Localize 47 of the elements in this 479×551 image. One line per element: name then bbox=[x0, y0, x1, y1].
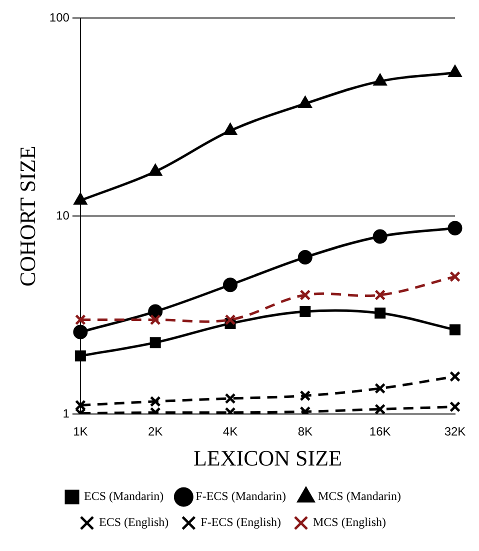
y-tick-label: 10 bbox=[56, 208, 70, 223]
point bbox=[372, 229, 388, 244]
legend-label: MCS (Mandarin) bbox=[318, 489, 401, 504]
point bbox=[150, 337, 161, 348]
point bbox=[300, 290, 311, 300]
point bbox=[450, 401, 460, 412]
point bbox=[374, 290, 386, 300]
point bbox=[298, 250, 312, 265]
point bbox=[74, 350, 86, 362]
point bbox=[374, 74, 387, 86]
point bbox=[74, 193, 87, 205]
x-axis-title: LEXICON SIZE bbox=[193, 446, 342, 471]
point bbox=[74, 314, 86, 326]
point bbox=[450, 371, 460, 382]
point bbox=[224, 124, 237, 136]
point bbox=[298, 96, 312, 108]
point bbox=[448, 220, 462, 236]
y-axis-title: COHORT SIZE bbox=[14, 146, 40, 287]
x-tick-label: 2K bbox=[148, 424, 163, 439]
point bbox=[450, 271, 460, 282]
y-tick-label: 1 bbox=[62, 406, 70, 421]
legend-label: MCS (English) bbox=[313, 515, 386, 530]
point bbox=[223, 278, 238, 292]
point bbox=[148, 164, 162, 176]
x-tick-label: 4K bbox=[222, 424, 238, 439]
x-tick-label: 16K bbox=[369, 424, 391, 439]
legend-label: F-ECS (Mandarin) bbox=[196, 489, 286, 504]
y-tick-label: 100 bbox=[49, 10, 70, 25]
point bbox=[74, 400, 86, 411]
point bbox=[374, 308, 386, 319]
x-tick-label: 1K bbox=[73, 424, 88, 439]
point bbox=[448, 66, 462, 78]
x-tick-label: 8K bbox=[298, 424, 313, 439]
point bbox=[150, 314, 161, 326]
x-tick-label: 32K bbox=[444, 424, 466, 439]
legend-label: ECS (Mandarin) bbox=[84, 489, 164, 504]
point bbox=[73, 324, 88, 340]
point bbox=[450, 324, 460, 336]
point bbox=[224, 314, 236, 326]
legend-label: F-ECS (English) bbox=[200, 515, 282, 530]
point bbox=[300, 306, 311, 318]
point bbox=[374, 404, 386, 414]
point bbox=[374, 382, 386, 394]
legend-label: ECS (English) bbox=[98, 515, 169, 530]
point bbox=[300, 390, 311, 402]
point bbox=[224, 393, 236, 404]
point bbox=[148, 304, 163, 319]
